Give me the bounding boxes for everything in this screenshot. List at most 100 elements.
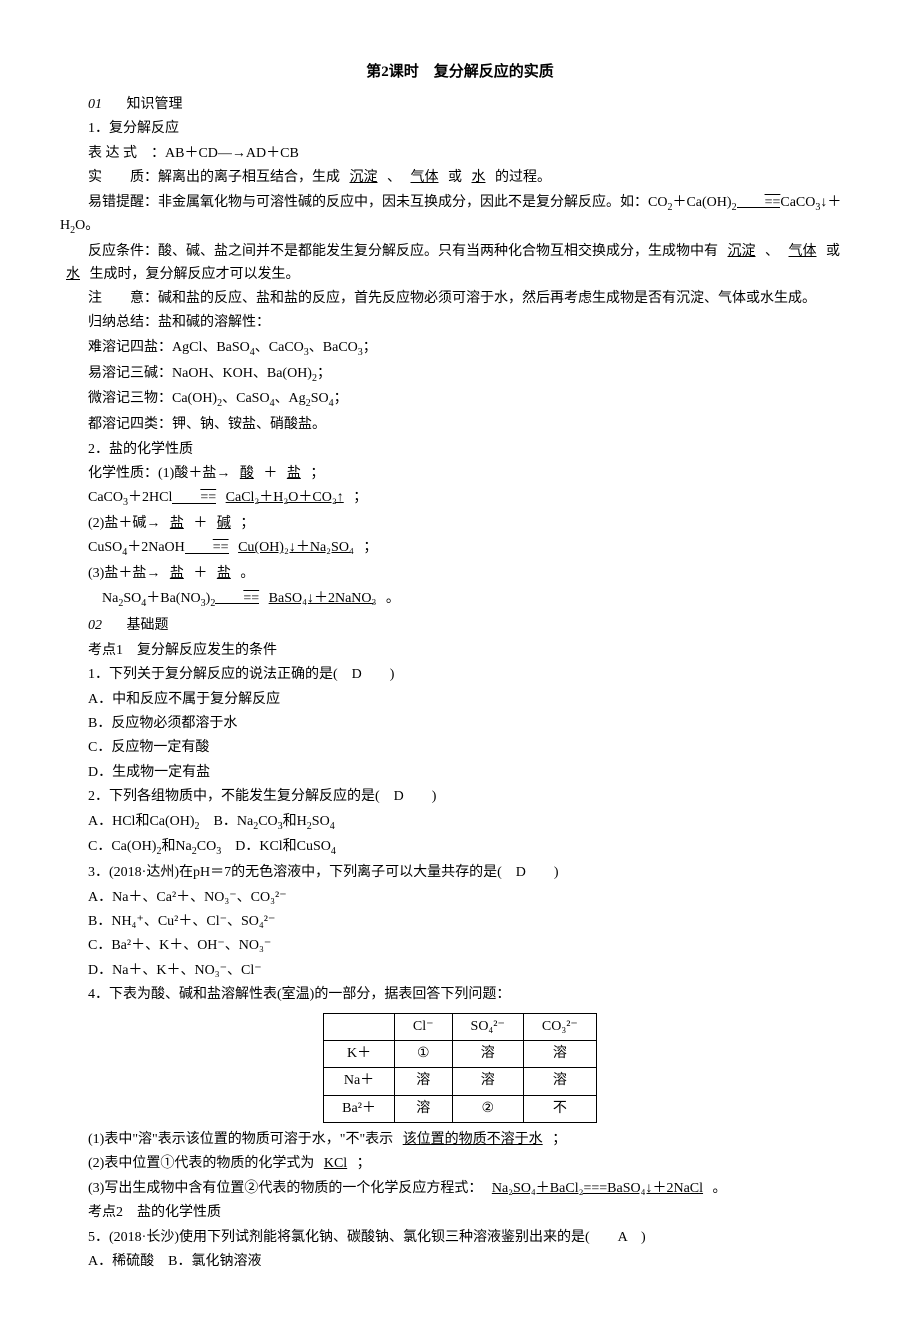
th — [324, 1013, 395, 1040]
sep: 或 — [826, 244, 840, 259]
close: ) — [641, 1230, 646, 1245]
pre: (3)写出生成物中含有位置②代表的物质的一个化学反应方程式： — [88, 1181, 482, 1196]
eq1-tail: ； — [353, 490, 367, 505]
solubility-line2: 易溶记三碱：NaOH、KOH、Ba(OH)2； — [60, 363, 860, 387]
td: 溶 — [394, 1095, 452, 1122]
a-mid2: CO — [258, 814, 277, 829]
sub: 4 — [331, 846, 336, 857]
page-title: 第2课时 复分解反应的实质 — [60, 60, 860, 84]
td: Na＋ — [324, 1068, 395, 1095]
tail: 。 — [713, 1181, 727, 1196]
a-pre: A．HCl和Ca(OH) — [88, 814, 195, 829]
l3-mid3: SO — [311, 391, 329, 406]
q2-stem: 2．下列各组物质中，不能发生复分解反应的是( D ) — [60, 786, 860, 808]
eq3-pre: Na — [88, 591, 118, 606]
q5-a: A．稀硫酸 B．氯化钠溶液 — [60, 1251, 860, 1273]
section-label: 基础题 — [127, 618, 169, 633]
blank: 该位置的物质不溶于水 — [397, 1132, 549, 1147]
td: 溶 — [523, 1040, 596, 1067]
q3-b: B．NH₄⁺、Cu²＋、Cl⁻、SO₄²⁻ — [60, 911, 860, 933]
td: 溶 — [452, 1068, 523, 1095]
td: 不 — [523, 1095, 596, 1122]
l1-pre: 难溶记四盐：AgCl、BaSO — [88, 340, 250, 355]
q1-b: B．反应物必须都溶于水 — [60, 713, 860, 735]
pre: (2)表中位置①代表的物质的化学式为 — [88, 1156, 314, 1171]
blank-water: 水 — [466, 170, 492, 185]
q1-c: C．反应物一定有酸 — [60, 737, 860, 759]
eq-sign: == — [172, 494, 216, 503]
l3-tail: ； — [334, 391, 348, 406]
a-mid4: SO — [312, 814, 330, 829]
table-row: Na＋ 溶 溶 溶 — [324, 1068, 597, 1095]
q3-a: A．Na＋、Ca²＋、NO₃⁻、CO₃²⁻ — [60, 887, 860, 909]
td: 溶 — [523, 1068, 596, 1095]
cond-tail: 生成时，复分解反应才可以发生。 — [90, 267, 300, 282]
stem: 3．(2018·达州)在pH＝7的无色溶液中，下列离子可以大量共存的是( — [88, 865, 502, 880]
k1-condition: 反应条件：酸、碱、盐之间并不是都能发生复分解反应。只有当两种化合物互相交换成分，… — [60, 241, 860, 286]
stem: 5．(2018·长沙)使用下列试剂能将氯化钠、碳酸钠、氯化钡三种溶液鉴别出来的是… — [88, 1230, 590, 1245]
blank: KCl — [318, 1156, 353, 1171]
section-label: 知识管理 — [127, 97, 183, 112]
eq2: CuSO4＋2NaOH== Cu(OH)₂↓＋Na₂SO₄ ； — [60, 537, 860, 561]
section-01-header: 01 知识管理 — [60, 94, 860, 116]
eq2-mid: ＋2NaOH — [127, 540, 185, 555]
l2-tail: ； — [317, 366, 331, 381]
c-mid3: D．KCl和CuSO — [221, 839, 331, 854]
pre: (1)表中"溶"表示该位置的物质可溶于水，"不"表示 — [88, 1132, 393, 1147]
blank: 盐 — [164, 516, 190, 531]
prop3-head: (3)盐＋盐→ — [88, 566, 160, 581]
k1-note: 注 意：碱和盐的反应、盐和盐的反应，首先反应物必须可溶于水，然后再考虑生成物是否… — [60, 288, 860, 310]
l3-mid2: 、Ag — [275, 391, 306, 406]
stem: 1．下列关于复分解反应的说法正确的是( — [88, 667, 338, 682]
sep: 、 — [387, 170, 401, 185]
q4-1: (1)表中"溶"表示该位置的物质可溶于水，"不"表示 该位置的物质不溶于水 ； — [60, 1129, 860, 1151]
kp1-heading: 考点1 复分解反应发生的条件 — [60, 640, 860, 662]
th: SO₄²⁻ — [452, 1013, 523, 1040]
period: 。 — [240, 566, 254, 581]
c-mid2: CO — [197, 839, 216, 854]
c-mid: 和Na — [161, 839, 191, 854]
k1-expression: 表 达 式 ：AB＋CD―→AD＋CB — [60, 143, 860, 165]
cond-pre: 反应条件：酸、碱、盐之间并不是都能发生复分解反应。只有当两种化合物互相交换成分，… — [88, 244, 718, 259]
k1-heading: 1．复分解反应 — [60, 118, 860, 140]
solubility-line3: 微溶记三物：Ca(OH)2、CaSO4、Ag2SO4； — [60, 388, 860, 412]
blank: Cu(OH)₂↓＋Na₂SO₄ — [232, 540, 360, 555]
th: Cl⁻ — [394, 1013, 452, 1040]
eq1-mid: ＋2HCl — [128, 490, 172, 505]
q3-d: D．Na＋、K＋、NO₃⁻、Cl⁻ — [60, 960, 860, 982]
q1-a: A．中和反应不属于复分解反应 — [60, 689, 860, 711]
prop1-head: 化学性质：(1)酸＋盐→ — [88, 466, 230, 481]
th: CO₃²⁻ — [523, 1013, 596, 1040]
blank: 盐 — [281, 466, 307, 481]
warn-pre: 易错提醒：非金属氧化物与可溶性碱的反应中，因未互换成分，因此不是复分解反应。如：… — [88, 195, 667, 210]
blank: BaSO₄↓＋2NaNO₃ — [263, 591, 383, 606]
answer: A — [618, 1230, 627, 1245]
tail: ； — [357, 1156, 371, 1171]
section-02-header: 02 基础题 — [60, 615, 860, 637]
close: ) — [432, 789, 437, 804]
q1-d: D．生成物一定有盐 — [60, 762, 860, 784]
k2-heading: 2．盐的化学性质 — [60, 439, 860, 461]
sub: 4 — [330, 820, 335, 831]
plus: ＋ — [263, 466, 277, 481]
blank: 沉淀 — [722, 244, 762, 259]
td: 溶 — [452, 1040, 523, 1067]
eq2-pre: CuSO — [88, 540, 122, 555]
blank: Na₂SO₄＋BaCl₂===BaSO₄↓＋2NaCl — [486, 1181, 709, 1196]
blank-gas: 气体 — [405, 170, 445, 185]
sep: 或 — [448, 170, 462, 185]
eq-sign: == — [737, 199, 781, 208]
prop3: (3)盐＋盐→ 盐 ＋ 盐 。 — [60, 563, 860, 585]
eq3: Na2SO4＋Ba(NO3)2== BaSO₄↓＋2NaNO₃ 。 — [60, 588, 860, 612]
blank: 盐 — [211, 566, 237, 581]
q1-stem: 1．下列关于复分解反应的说法正确的是( D ) — [60, 664, 860, 686]
td: ① — [394, 1040, 452, 1067]
table-row: K＋ ① 溶 溶 — [324, 1040, 597, 1067]
blank-precipitate: 沉淀 — [344, 170, 384, 185]
eq3-mid1: SO — [123, 591, 141, 606]
prop2: (2)盐＋碱→ 盐 ＋ 碱 ； — [60, 513, 860, 535]
c-pre: C．Ca(OH) — [88, 839, 156, 854]
plus: ＋ — [193, 566, 207, 581]
q3-stem: 3．(2018·达州)在pH＝7的无色溶液中，下列离子可以大量共存的是( D ) — [60, 862, 860, 884]
eq2-tail: ； — [363, 540, 377, 555]
